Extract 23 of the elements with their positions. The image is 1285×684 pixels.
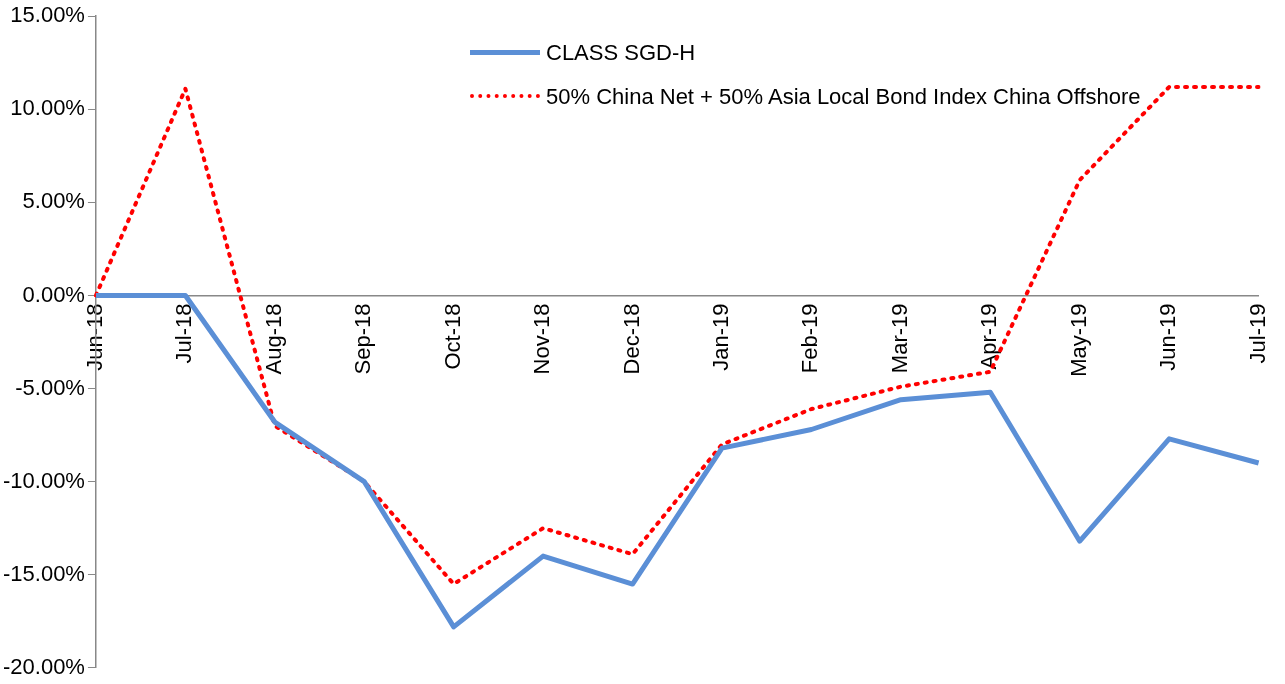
- y-tick-label: 15.00%: [10, 2, 85, 28]
- x-tick-label: Jul-18: [171, 303, 197, 364]
- x-tick-label: Feb-19: [797, 303, 823, 374]
- x-tick-label: Apr-19: [976, 303, 1002, 370]
- x-tick-label: Nov-18: [529, 303, 555, 375]
- x-tick-label: Jul-19: [1244, 303, 1270, 364]
- y-tick-label: 0.00%: [22, 281, 85, 307]
- x-tick-label: Aug-18: [260, 303, 286, 375]
- x-tick-label: Dec-18: [618, 303, 644, 375]
- x-tick-label: Sep-18: [350, 303, 376, 375]
- y-tick-label: 10.00%: [10, 95, 85, 121]
- legend-label: 50% China Net + 50% Asia Local Bond Index China Offshore: [546, 83, 1141, 111]
- x-tick-label: Oct-18: [439, 303, 465, 370]
- y-tick-label: -20.00%: [2, 653, 85, 679]
- y-tick-label: -10.00%: [2, 467, 85, 493]
- x-tick-label: Jan-19: [708, 303, 734, 371]
- x-tick-label: May-19: [1065, 303, 1091, 377]
- y-tick-label: -5.00%: [15, 374, 85, 400]
- y-tick-label: 5.00%: [22, 188, 85, 214]
- y-tick-label: -15.00%: [2, 560, 85, 586]
- x-tick-label: Jun-19: [1155, 303, 1181, 371]
- legend-label: CLASS SGD-H: [546, 39, 696, 67]
- x-tick-label: Mar-19: [886, 303, 912, 374]
